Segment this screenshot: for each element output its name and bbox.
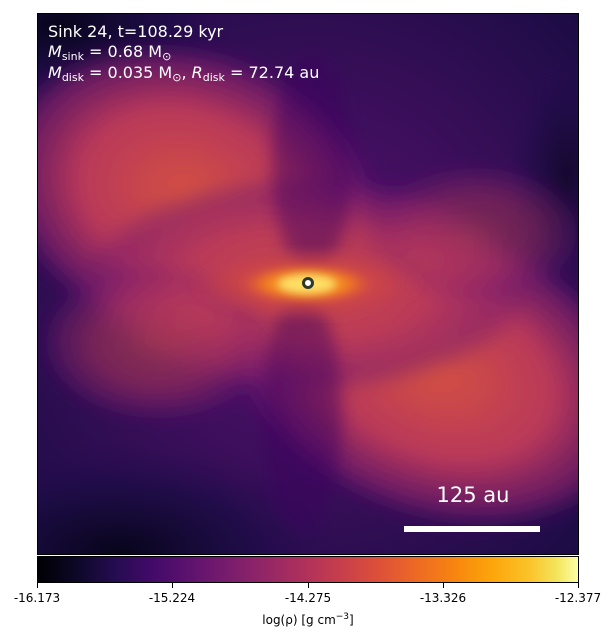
disk-properties-label: Mdisk = 0.035 M⊙, Rdisk = 72.74 au [48, 63, 319, 88]
colorbar-tick [308, 583, 309, 588]
colorbar-label-exponent: −3 [335, 612, 350, 622]
disk-mass-symbol: M [48, 63, 62, 82]
colorbar-label-prefix: log(ρ) [g cm [262, 613, 336, 627]
sink-mass-value: = 0.68 M [89, 42, 163, 61]
colorbar-tick [172, 583, 173, 588]
density-map-panel: Sink 24, t=108.29 kyr Msink = 0.68 M⊙ Md… [37, 13, 579, 555]
colorbar-tick-label: -13.326 [419, 591, 467, 605]
colorbar-tick-label: -14.275 [284, 591, 332, 605]
sink-mass-solar: ⊙ [162, 50, 172, 63]
colorbar-tick-label: -16.173 [13, 591, 61, 605]
disk-radius-symbol: R [191, 63, 203, 82]
scalebar-label: 125 au [436, 483, 510, 507]
disk-mass-value: = 0.035 M [89, 63, 173, 82]
colorbar [37, 556, 579, 583]
colorbar-tick-label: -12.377 [554, 591, 602, 605]
sink-mass-label: Msink = 0.68 M⊙ [48, 42, 171, 67]
disk-radius-subscript: disk [202, 71, 225, 84]
disk-separator: , [181, 63, 187, 82]
disk-radius-value: = 72.74 au [230, 63, 320, 82]
colorbar-tick-label: -15.224 [148, 591, 196, 605]
colorbar-label-suffix: ] [349, 613, 354, 627]
sink-mass-subscript: sink [61, 50, 84, 63]
disk-mass-solar: ⊙ [172, 71, 182, 84]
sink-circle-marker-icon [302, 277, 314, 289]
colorbar-tick [578, 583, 579, 588]
sink-mass-symbol: M [48, 42, 62, 61]
disk-mass-subscript: disk [61, 71, 84, 84]
sink-time-text: Sink 24, t=108.29 kyr [48, 22, 224, 41]
colorbar-axis-label: log(ρ) [g cm−3] [37, 612, 579, 627]
sink-time-label: Sink 24, t=108.29 kyr [48, 22, 223, 42]
scalebar-line [404, 526, 540, 532]
colorbar-tick [37, 583, 38, 588]
colorbar-tick [443, 583, 444, 588]
